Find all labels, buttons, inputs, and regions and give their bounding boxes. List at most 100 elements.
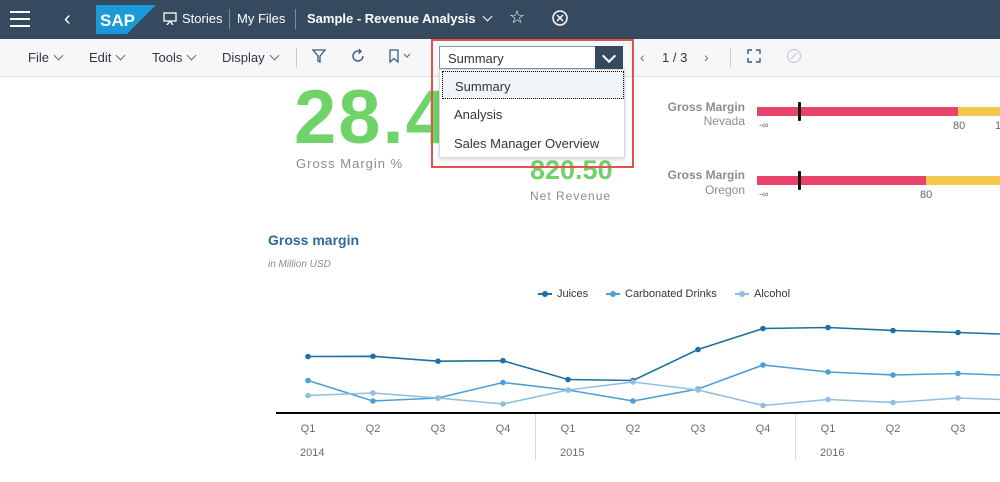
page-select-value: Summary	[448, 51, 504, 66]
chevron-down-icon	[186, 50, 197, 61]
bullet-threshold-label: 80	[920, 189, 933, 201]
data-point[interactable]	[370, 353, 376, 360]
data-point[interactable]	[955, 329, 961, 336]
x-tick-label: Q3	[431, 423, 446, 435]
story-title-menu[interactable]: Sample - Revenue Analysis	[307, 11, 493, 26]
data-point[interactable]	[825, 324, 831, 331]
bullet-bar-red	[757, 107, 958, 116]
bullet-marker	[798, 171, 801, 190]
data-point[interactable]	[825, 396, 831, 403]
bullet-extra-label: 1	[995, 120, 1000, 132]
data-point[interactable]	[630, 379, 636, 385]
data-point[interactable]	[630, 398, 636, 404]
back-icon[interactable]: ‹	[64, 8, 71, 30]
data-point[interactable]	[760, 402, 766, 409]
gross-margin-kpi-label: Gross Margin %	[296, 156, 404, 171]
breadcrumb-divider	[229, 9, 230, 29]
file-menu-label: File	[28, 50, 49, 65]
data-point[interactable]	[305, 392, 311, 399]
bullet-title: Gross Margin	[667, 168, 745, 182]
breadcrumb-divider	[295, 9, 296, 29]
data-point[interactable]	[305, 353, 311, 360]
legend-swatch	[538, 291, 552, 297]
filter-icon[interactable]	[312, 48, 326, 64]
data-point[interactable]	[890, 372, 896, 378]
x-tick-label: Q3	[691, 423, 706, 435]
x-group-label: 2016	[820, 447, 844, 459]
fullscreen-icon[interactable]	[746, 48, 762, 64]
menu-icon[interactable]	[10, 11, 30, 27]
previous-page-icon[interactable]: ‹	[640, 49, 645, 65]
data-point[interactable]	[370, 390, 376, 396]
x-tick-label: Q4	[756, 423, 771, 435]
legend-item-carbonated-drinks[interactable]: Carbonated Drinks	[606, 288, 717, 300]
stories-link[interactable]: Stories	[163, 11, 222, 26]
data-point[interactable]	[695, 346, 701, 353]
x-tick-label: Q4	[496, 423, 511, 435]
page-option-sales-manager-overview[interactable]: Sales Manager Overview	[454, 136, 600, 151]
data-point[interactable]	[500, 379, 506, 386]
data-point[interactable]	[825, 369, 831, 375]
story-title: Sample - Revenue Analysis	[307, 11, 476, 26]
logo-text: SAP	[100, 11, 135, 30]
legend-item-juices[interactable]: Juices	[538, 288, 588, 300]
data-point[interactable]	[955, 395, 961, 401]
legend-swatch	[735, 291, 749, 297]
data-point[interactable]	[565, 387, 571, 393]
data-point[interactable]	[565, 376, 571, 383]
next-page-icon[interactable]: ›	[704, 49, 709, 65]
series-line-carbonated-drinks	[307, 364, 1000, 402]
bullet-region: Oregon	[704, 183, 745, 197]
bullet-title: Gross Margin	[667, 100, 745, 114]
data-point[interactable]	[695, 387, 701, 393]
display-menu-label: Display	[222, 50, 265, 65]
toolbar-divider	[730, 48, 731, 68]
page-indicator: 1 / 3	[662, 50, 688, 65]
x-tick-label: Q3	[951, 423, 966, 435]
series-line-juices	[307, 326, 1000, 382]
data-point[interactable]	[370, 398, 376, 404]
net-revenue-kpi-label: Net Revenue	[530, 189, 612, 203]
edit-menu[interactable]: Edit	[89, 50, 126, 65]
data-point[interactable]	[760, 325, 766, 332]
chevron-down-icon[interactable]	[595, 46, 623, 69]
bullet-min-label: -∞	[759, 120, 769, 130]
data-point[interactable]	[305, 377, 311, 384]
shell-bar: ‹ SAP Stories My Files Sample - Revenue …	[0, 0, 1000, 39]
sap-logo[interactable]: SAP	[96, 5, 156, 34]
data-point[interactable]	[500, 357, 506, 364]
chart-title: Gross margin	[268, 232, 360, 248]
data-point[interactable]	[435, 358, 441, 364]
bullet-bar-red	[757, 176, 926, 185]
bullet-threshold-label: 80	[953, 120, 966, 132]
edit-menu-label: Edit	[89, 50, 112, 65]
chevron-down-icon	[482, 11, 493, 22]
chart-subtitle: in Million USD	[268, 259, 331, 270]
x-group-label: 2014	[300, 447, 324, 459]
close-circle-icon[interactable]	[551, 9, 569, 27]
favorite-star-icon[interactable]: ☆	[509, 7, 526, 27]
data-point[interactable]	[435, 395, 441, 401]
bullet-min-label: -∞	[759, 189, 769, 199]
page-option-analysis[interactable]: Analysis	[454, 107, 503, 122]
data-point[interactable]	[890, 327, 896, 334]
data-point[interactable]	[955, 370, 961, 377]
bullet-region: Nevada	[703, 114, 745, 128]
legend-label: Carbonated Drinks	[625, 288, 717, 300]
display-menu[interactable]: Display	[222, 50, 280, 65]
legend-item-alcohol[interactable]: Alcohol	[735, 288, 790, 300]
x-tick-label: Q1	[561, 423, 576, 435]
chevron-down-icon	[269, 50, 280, 61]
page-select-list: Summary Analysis Sales Manager Overview	[439, 69, 625, 158]
data-point[interactable]	[760, 362, 766, 368]
page-select[interactable]: Summary	[439, 46, 623, 69]
data-point[interactable]	[890, 399, 896, 406]
file-menu[interactable]: File	[28, 50, 64, 65]
my-files-link[interactable]: My Files	[237, 11, 286, 26]
net-revenue-kpi-value: 820.50	[530, 155, 613, 185]
refresh-icon[interactable]	[350, 48, 366, 64]
bookmark-icon[interactable]	[388, 48, 414, 64]
data-point[interactable]	[500, 401, 506, 407]
page-option-summary[interactable]: Summary	[442, 71, 624, 99]
tools-menu[interactable]: Tools	[152, 50, 197, 65]
